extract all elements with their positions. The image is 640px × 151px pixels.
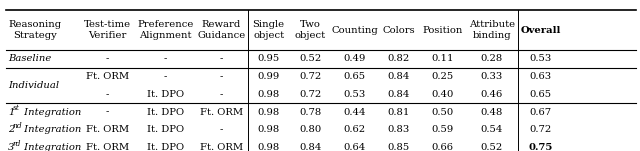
Text: 0.64: 0.64 xyxy=(344,143,366,151)
Text: 0.75: 0.75 xyxy=(528,143,552,151)
Text: 0.59: 0.59 xyxy=(431,125,453,134)
Text: -: - xyxy=(106,90,109,99)
Text: 0.98: 0.98 xyxy=(257,108,280,117)
Text: -: - xyxy=(163,54,167,63)
Text: 0.84: 0.84 xyxy=(388,72,410,81)
Text: 0.52: 0.52 xyxy=(299,54,321,63)
Text: Reasoning
Strategy: Reasoning Strategy xyxy=(8,20,61,40)
Text: 0.98: 0.98 xyxy=(257,143,280,151)
Text: 0.84: 0.84 xyxy=(299,143,321,151)
Text: 0.80: 0.80 xyxy=(299,125,321,134)
Text: 0.63: 0.63 xyxy=(529,72,552,81)
Text: 0.98: 0.98 xyxy=(257,90,280,99)
Text: 3: 3 xyxy=(8,143,15,151)
Text: -: - xyxy=(220,90,223,99)
Text: 0.62: 0.62 xyxy=(344,125,366,134)
Text: 0.67: 0.67 xyxy=(529,108,552,117)
Text: 0.98: 0.98 xyxy=(257,125,280,134)
Text: 0.33: 0.33 xyxy=(481,72,503,81)
Text: It. DPO: It. DPO xyxy=(147,143,184,151)
Text: Ft. ORM: Ft. ORM xyxy=(86,125,129,134)
Text: 1: 1 xyxy=(8,108,15,117)
Text: Position: Position xyxy=(422,26,463,35)
Text: 0.50: 0.50 xyxy=(431,108,453,117)
Text: Ft. ORM: Ft. ORM xyxy=(200,143,243,151)
Text: 0.95: 0.95 xyxy=(257,54,280,63)
Text: st: st xyxy=(13,104,19,112)
Text: Individual: Individual xyxy=(8,81,60,90)
Text: 0.25: 0.25 xyxy=(431,72,453,81)
Text: Reward
Guidance: Reward Guidance xyxy=(197,20,246,40)
Text: 0.40: 0.40 xyxy=(431,90,454,99)
Text: 0.53: 0.53 xyxy=(529,54,552,63)
Text: 0.78: 0.78 xyxy=(299,108,321,117)
Text: -: - xyxy=(163,72,167,81)
Text: Integration: Integration xyxy=(21,143,81,151)
Text: 0.46: 0.46 xyxy=(481,90,503,99)
Text: Attribute
binding: Attribute binding xyxy=(468,20,515,40)
Bar xyxy=(518,139,563,151)
Text: 0.85: 0.85 xyxy=(388,143,410,151)
Text: 0.83: 0.83 xyxy=(388,125,410,134)
Text: Integration: Integration xyxy=(21,125,81,134)
Text: 0.52: 0.52 xyxy=(481,143,503,151)
Text: -: - xyxy=(220,54,223,63)
Text: Ft. ORM: Ft. ORM xyxy=(86,72,129,81)
Text: Overall: Overall xyxy=(520,26,561,35)
Text: -: - xyxy=(220,72,223,81)
Text: 0.66: 0.66 xyxy=(431,143,453,151)
Text: 0.72: 0.72 xyxy=(529,125,552,134)
Text: nd: nd xyxy=(13,122,22,130)
Text: It. DPO: It. DPO xyxy=(147,90,184,99)
Text: Test-time
Verifier: Test-time Verifier xyxy=(84,20,131,40)
Text: rd: rd xyxy=(13,140,21,148)
Text: Baseline: Baseline xyxy=(8,54,52,63)
Text: It. DPO: It. DPO xyxy=(147,125,184,134)
Text: 0.54: 0.54 xyxy=(481,125,503,134)
Text: Counting: Counting xyxy=(332,26,378,35)
Text: -: - xyxy=(106,54,109,63)
Text: Integration: Integration xyxy=(21,108,81,117)
Text: 0.53: 0.53 xyxy=(344,90,366,99)
Text: 0.11: 0.11 xyxy=(431,54,454,63)
Text: 0.49: 0.49 xyxy=(344,54,366,63)
Text: 0.72: 0.72 xyxy=(299,72,321,81)
Text: Two
object: Two object xyxy=(294,20,326,40)
Text: 0.81: 0.81 xyxy=(388,108,410,117)
Text: Ft. ORM: Ft. ORM xyxy=(200,108,243,117)
Text: 0.65: 0.65 xyxy=(529,90,552,99)
Text: 0.99: 0.99 xyxy=(257,72,280,81)
Text: -: - xyxy=(220,125,223,134)
Text: 0.28: 0.28 xyxy=(481,54,503,63)
Text: 0.48: 0.48 xyxy=(481,108,503,117)
Text: Single
object: Single object xyxy=(253,20,285,40)
Text: Colors: Colors xyxy=(383,26,415,35)
Text: 0.72: 0.72 xyxy=(299,90,321,99)
Text: -: - xyxy=(106,108,109,117)
Text: 0.84: 0.84 xyxy=(388,90,410,99)
Text: 0.82: 0.82 xyxy=(388,54,410,63)
Text: It. DPO: It. DPO xyxy=(147,108,184,117)
Text: 0.44: 0.44 xyxy=(344,108,366,117)
Text: 2: 2 xyxy=(8,125,15,134)
Text: 0.65: 0.65 xyxy=(344,72,366,81)
Text: Preference
Alignment: Preference Alignment xyxy=(137,20,193,40)
Text: Ft. ORM: Ft. ORM xyxy=(86,143,129,151)
